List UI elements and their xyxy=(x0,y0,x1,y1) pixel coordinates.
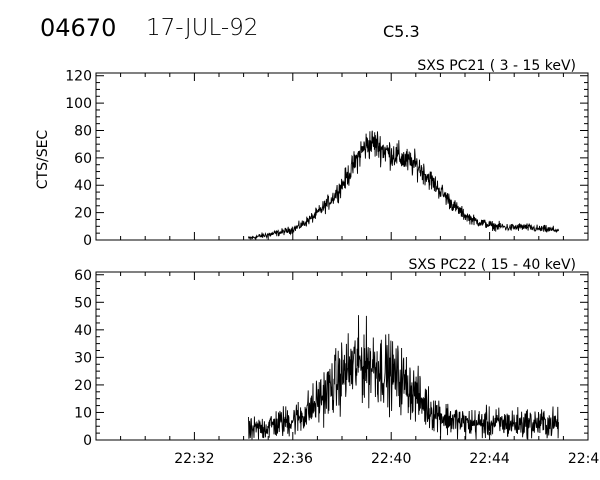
x-tick-label-pc22: 22:44 xyxy=(469,451,509,467)
panel-title-pc21: SXS PC21 ( 3 - 15 keV) xyxy=(417,58,576,74)
x-tick-label-pc22: 22:48 xyxy=(568,451,600,467)
series-line-pc21 xyxy=(248,130,559,241)
y-tick-label-pc21: 100 xyxy=(65,96,92,112)
y-tick-label-pc21: 0 xyxy=(83,233,92,249)
panel-title-pc22: SXS PC22 ( 15 - 40 keV) xyxy=(408,257,576,273)
y-tick-label-pc21: 80 xyxy=(74,123,92,139)
y-tick-label-pc22: 50 xyxy=(74,295,92,311)
y-tick-label-pc22: 60 xyxy=(74,268,92,284)
event-id: 04670 xyxy=(40,14,117,42)
plot-frame-pc21 xyxy=(95,72,589,241)
panel-sxs-pc22: 0 10 20 30 40 50 60 22:32 22:36 22:40 22:44 22:48 SX… xyxy=(74,257,600,467)
x-tick-label-pc22: 22:40 xyxy=(371,451,411,467)
y-tick-label-pc21: 20 xyxy=(74,206,92,222)
x-tick-label-pc22: 22:32 xyxy=(174,451,214,467)
x-tick-label-pc22: 22:36 xyxy=(273,451,313,467)
event-date: 17-JUL-92 xyxy=(146,15,259,41)
y-tick-label-pc21: 60 xyxy=(74,151,92,167)
panel-sxs-pc21: 0 20 40 60 80 100 120 SXS PC21 ( 3 - 15 keV) CTS… xyxy=(35,58,589,249)
flare-class: C5.3 xyxy=(383,22,420,41)
y-tick-label-pc22: 0 xyxy=(83,433,92,449)
y-axis-label: CTS/SEC xyxy=(35,130,51,190)
y-tick-label-pc22: 20 xyxy=(74,378,92,394)
series-line-pc22 xyxy=(248,315,559,440)
y-tick-label-pc21: 120 xyxy=(65,69,92,85)
y-tick-label-pc22: 10 xyxy=(74,405,92,421)
y-tick-label-pc21: 40 xyxy=(74,178,92,194)
y-tick-label-pc22: 40 xyxy=(74,323,92,339)
y-tick-label-pc22: 30 xyxy=(74,350,92,366)
